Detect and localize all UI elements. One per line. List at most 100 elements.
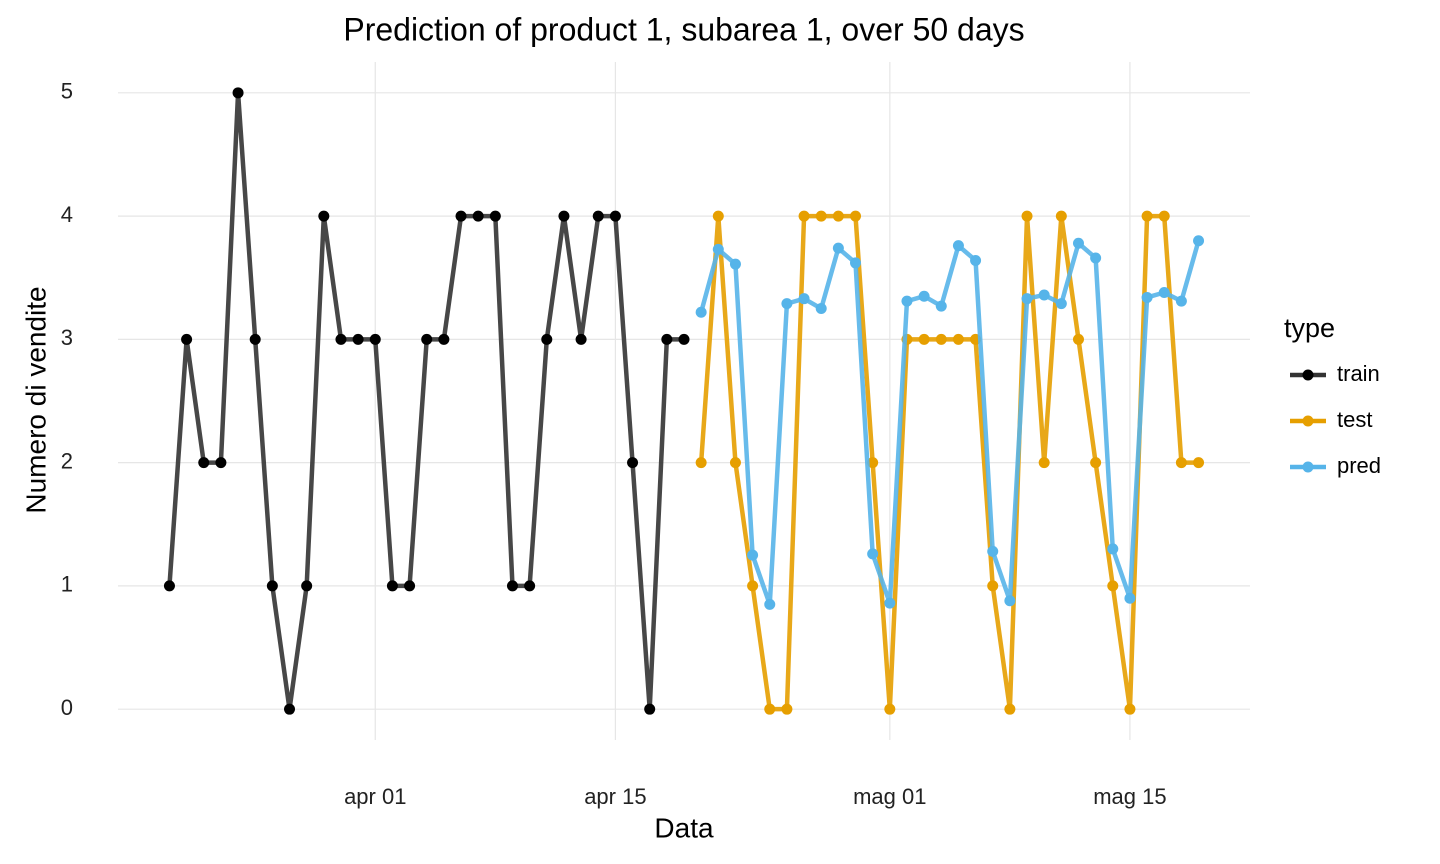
point (301, 580, 313, 592)
point (404, 580, 416, 592)
point (798, 293, 810, 305)
point (318, 210, 330, 222)
point (901, 295, 913, 307)
point (729, 457, 741, 469)
point (764, 703, 776, 715)
point (987, 580, 999, 592)
point (815, 303, 827, 315)
point (592, 210, 604, 222)
point (935, 333, 947, 345)
point (747, 580, 759, 592)
point (798, 210, 810, 222)
point (918, 290, 930, 302)
point (438, 333, 450, 345)
y-tick-label: 5 (61, 79, 73, 104)
point (609, 210, 621, 222)
point (884, 703, 896, 715)
point (1158, 287, 1170, 299)
point (1193, 235, 1205, 247)
point (1004, 703, 1016, 715)
point (627, 457, 639, 469)
series-line (167, 90, 684, 712)
point (558, 210, 570, 222)
legend-label: pred (1337, 453, 1381, 478)
point (952, 240, 964, 252)
point (163, 580, 175, 592)
point (815, 210, 827, 222)
point (1107, 580, 1119, 592)
legend-swatch-point (1302, 461, 1314, 473)
point (781, 703, 793, 715)
point (1175, 457, 1187, 469)
point (472, 210, 484, 222)
point (678, 333, 690, 345)
point (1175, 295, 1187, 307)
point (1072, 237, 1084, 249)
point (987, 545, 999, 557)
legend-swatch-point (1302, 415, 1314, 427)
point (506, 580, 518, 592)
point (850, 257, 862, 269)
point (712, 243, 724, 255)
point (850, 210, 862, 222)
point (970, 254, 982, 266)
point (1193, 457, 1205, 469)
y-tick-label: 3 (61, 325, 73, 350)
x-tick-label: apr 01 (344, 784, 406, 809)
point (867, 548, 879, 560)
point (369, 333, 381, 345)
point (832, 242, 844, 254)
point (832, 210, 844, 222)
point (695, 457, 707, 469)
point (232, 87, 244, 99)
point (1141, 210, 1153, 222)
point (524, 580, 536, 592)
y-tick-label: 0 (61, 695, 73, 720)
point (764, 598, 776, 610)
point (1141, 291, 1153, 303)
point (1021, 293, 1033, 305)
y-axis-title: Numero di vendite (20, 286, 51, 513)
point (215, 457, 227, 469)
point (455, 210, 467, 222)
point (335, 333, 347, 345)
x-axis-title: Data (654, 812, 714, 843)
point (935, 300, 947, 312)
point (1038, 289, 1050, 301)
point (695, 306, 707, 318)
legend-title: type (1284, 313, 1335, 343)
y-tick-label: 1 (61, 572, 73, 597)
point (1038, 457, 1050, 469)
point (952, 333, 964, 345)
point (747, 549, 759, 561)
point (712, 210, 724, 222)
point (1021, 210, 1033, 222)
y-tick-label: 2 (61, 448, 73, 473)
point (1090, 252, 1102, 264)
legend-swatch-point (1302, 369, 1314, 381)
point (284, 703, 296, 715)
point (867, 457, 879, 469)
legend-label: train (1337, 361, 1380, 386)
point (181, 333, 193, 345)
point (266, 580, 278, 592)
x-tick-label: mag 15 (1093, 784, 1166, 809)
x-tick-label: mag 01 (853, 784, 926, 809)
point (1124, 703, 1136, 715)
point (1124, 592, 1136, 604)
point (1107, 543, 1119, 555)
grid: 0 1 2 3 4 5 apr 01 apr 15 mag 01 mag 15 (61, 62, 1250, 809)
point (1072, 333, 1084, 345)
point (198, 457, 210, 469)
point (575, 333, 587, 345)
point (781, 298, 793, 310)
legend-label: test (1337, 407, 1372, 432)
point (249, 333, 261, 345)
point (1055, 298, 1067, 310)
point (918, 333, 930, 345)
point (644, 703, 656, 715)
point (729, 258, 741, 270)
